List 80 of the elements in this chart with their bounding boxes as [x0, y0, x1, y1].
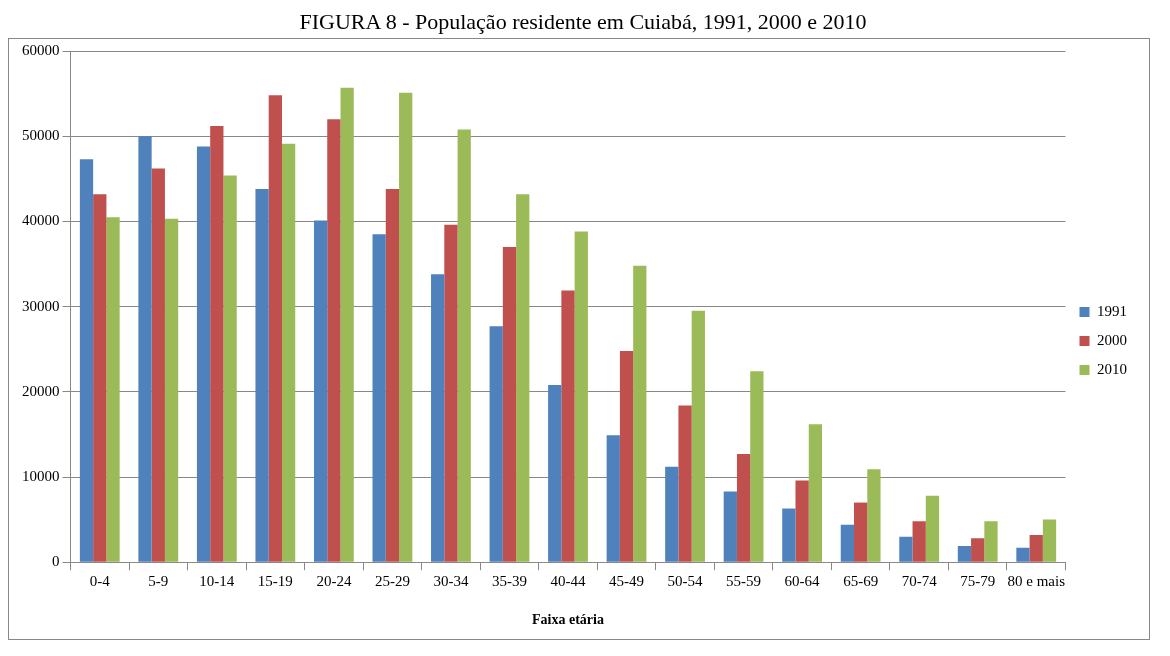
bar [957, 546, 972, 562]
bar [340, 87, 354, 562]
x-tick-label: 25-29 [374, 573, 410, 590]
x-tick-label: 55-59 [726, 573, 762, 590]
bar [93, 194, 107, 562]
bar [723, 491, 737, 562]
bar [912, 521, 926, 562]
x-tick-label: 60-64 [784, 573, 821, 590]
x-tick-label: 0-4 [89, 573, 111, 590]
y-tick-label: 60000 [22, 41, 60, 58]
bar [561, 290, 575, 562]
bar [1016, 547, 1030, 562]
x-tick-label: 10-14 [199, 573, 235, 590]
y-tick-label: 40000 [22, 212, 60, 229]
x-tick-label: 75-79 [960, 573, 996, 590]
x-tick-label: 70-74 [901, 573, 938, 590]
bar [574, 231, 588, 562]
x-tick-label: 35-39 [491, 573, 527, 590]
bar [444, 224, 458, 562]
bar [1029, 534, 1043, 562]
bar [431, 274, 445, 562]
chart-title: FIGURA 8 - População residente em Cuiabá, 1991, 2000 e 2010 [298, 8, 868, 36]
x-tick-label: 30-34 [433, 573, 469, 590]
bar [665, 466, 679, 562]
y-tick-label: 0 [52, 553, 60, 570]
bar [925, 495, 940, 562]
bar [489, 326, 503, 562]
bar [106, 217, 120, 562]
x-tick-label: 50-54 [667, 573, 704, 590]
bar [678, 405, 692, 562]
bar [899, 536, 913, 562]
bar [196, 146, 211, 562]
bar [795, 480, 809, 562]
x-tick-label: 5-9 [148, 573, 169, 590]
bar [457, 129, 471, 562]
bar [138, 136, 152, 562]
x-tick-label: 80 e mais [1007, 573, 1066, 590]
bar [971, 538, 985, 562]
y-tick-label: 30000 [22, 297, 60, 314]
bar [385, 189, 400, 562]
bar [255, 189, 269, 562]
y-tick-label: 20000 [22, 382, 60, 399]
x-tick-label: 20-24 [316, 573, 352, 590]
bar [782, 508, 796, 562]
bar [281, 143, 296, 562]
bar [502, 246, 517, 562]
bar [327, 119, 341, 562]
bar [808, 424, 823, 562]
bar [151, 168, 165, 562]
bar [223, 175, 237, 562]
bar [840, 524, 855, 562]
y-tick-label: 50000 [22, 127, 60, 144]
legend-label: 1991 [1097, 302, 1127, 319]
bar [619, 350, 634, 562]
legend-label: 2000 [1097, 331, 1127, 348]
bar [313, 220, 328, 562]
bar [210, 125, 224, 562]
bar [984, 521, 998, 562]
bar [399, 92, 413, 562]
x-axis-title: Faixa etária [532, 612, 604, 628]
bar [548, 384, 562, 562]
x-tick-label: 45-49 [609, 573, 645, 590]
bar [268, 95, 282, 562]
bar [606, 435, 620, 562]
bar [736, 454, 751, 562]
x-tick-label: 40-44 [550, 573, 586, 590]
bar [750, 371, 764, 562]
bar [79, 159, 94, 562]
bar [372, 234, 386, 562]
bar [633, 265, 647, 562]
bar [691, 310, 705, 562]
bar [516, 194, 530, 562]
x-tick-label: 65-69 [843, 573, 879, 590]
bar [1042, 519, 1057, 562]
legend-label: 2010 [1097, 360, 1127, 377]
x-tick-label: 15-19 [257, 573, 293, 590]
bar [854, 502, 868, 562]
bar [867, 469, 881, 562]
bar [164, 218, 179, 562]
y-tick-label: 10000 [22, 467, 60, 484]
